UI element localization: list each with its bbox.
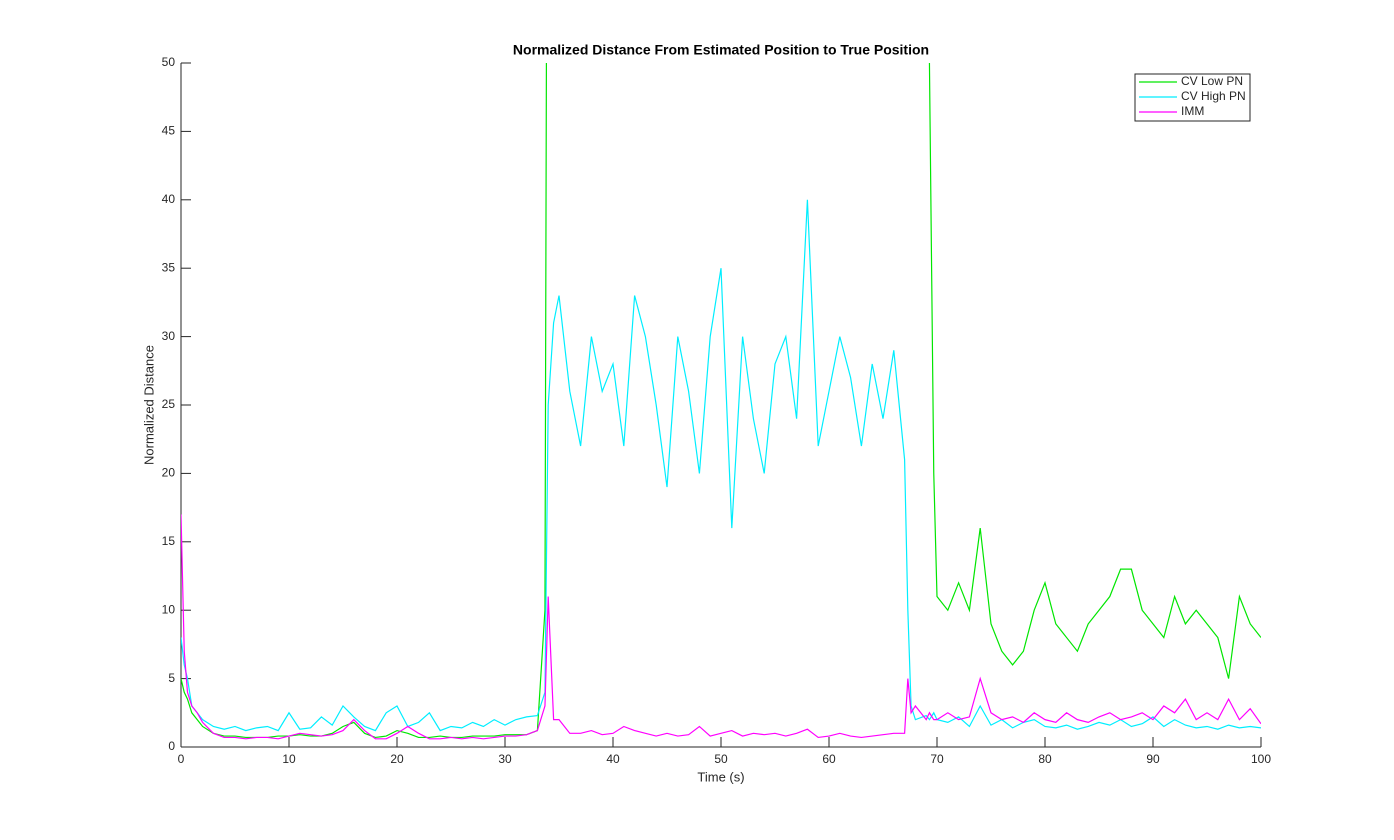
legend-label: IMM <box>1181 104 1204 118</box>
y-tick-label: 10 <box>162 602 176 616</box>
x-tick-label: 60 <box>822 752 836 766</box>
legend-label: CV High PN <box>1181 89 1246 103</box>
series-line <box>181 514 1261 740</box>
x-tick-label: 100 <box>1251 752 1271 766</box>
y-tick-label: 40 <box>162 192 176 206</box>
y-tick-label: 20 <box>162 466 176 480</box>
chart-title: Normalized Distance From Estimated Posit… <box>513 42 929 58</box>
y-tick-label: 35 <box>162 260 176 274</box>
y-tick-label: 30 <box>162 329 176 343</box>
y-axis-label: Normalized Distance <box>141 345 156 465</box>
x-tick-label: 40 <box>606 752 620 766</box>
x-tick-label: 10 <box>282 752 296 766</box>
y-tick-label: 15 <box>162 534 176 548</box>
series-line <box>181 199 1261 732</box>
y-tick-label: 25 <box>162 397 176 411</box>
y-tick-label: 45 <box>162 124 176 138</box>
y-tick-label: 5 <box>168 671 175 685</box>
y-tick-label: 50 <box>162 55 176 69</box>
plot-area <box>181 63 1261 740</box>
x-tick-label: 80 <box>1038 752 1052 766</box>
x-axis-label: Time (s) <box>697 769 744 784</box>
x-tick-label: 50 <box>714 752 728 766</box>
legend-label: CV Low PN <box>1181 74 1243 88</box>
y-tick-label: 0 <box>168 739 175 753</box>
series-line <box>181 63 1261 739</box>
x-tick-label: 90 <box>1146 752 1160 766</box>
x-tick-label: 0 <box>178 752 185 766</box>
x-tick-label: 30 <box>498 752 512 766</box>
x-tick-label: 20 <box>390 752 404 766</box>
x-tick-label: 70 <box>930 752 944 766</box>
